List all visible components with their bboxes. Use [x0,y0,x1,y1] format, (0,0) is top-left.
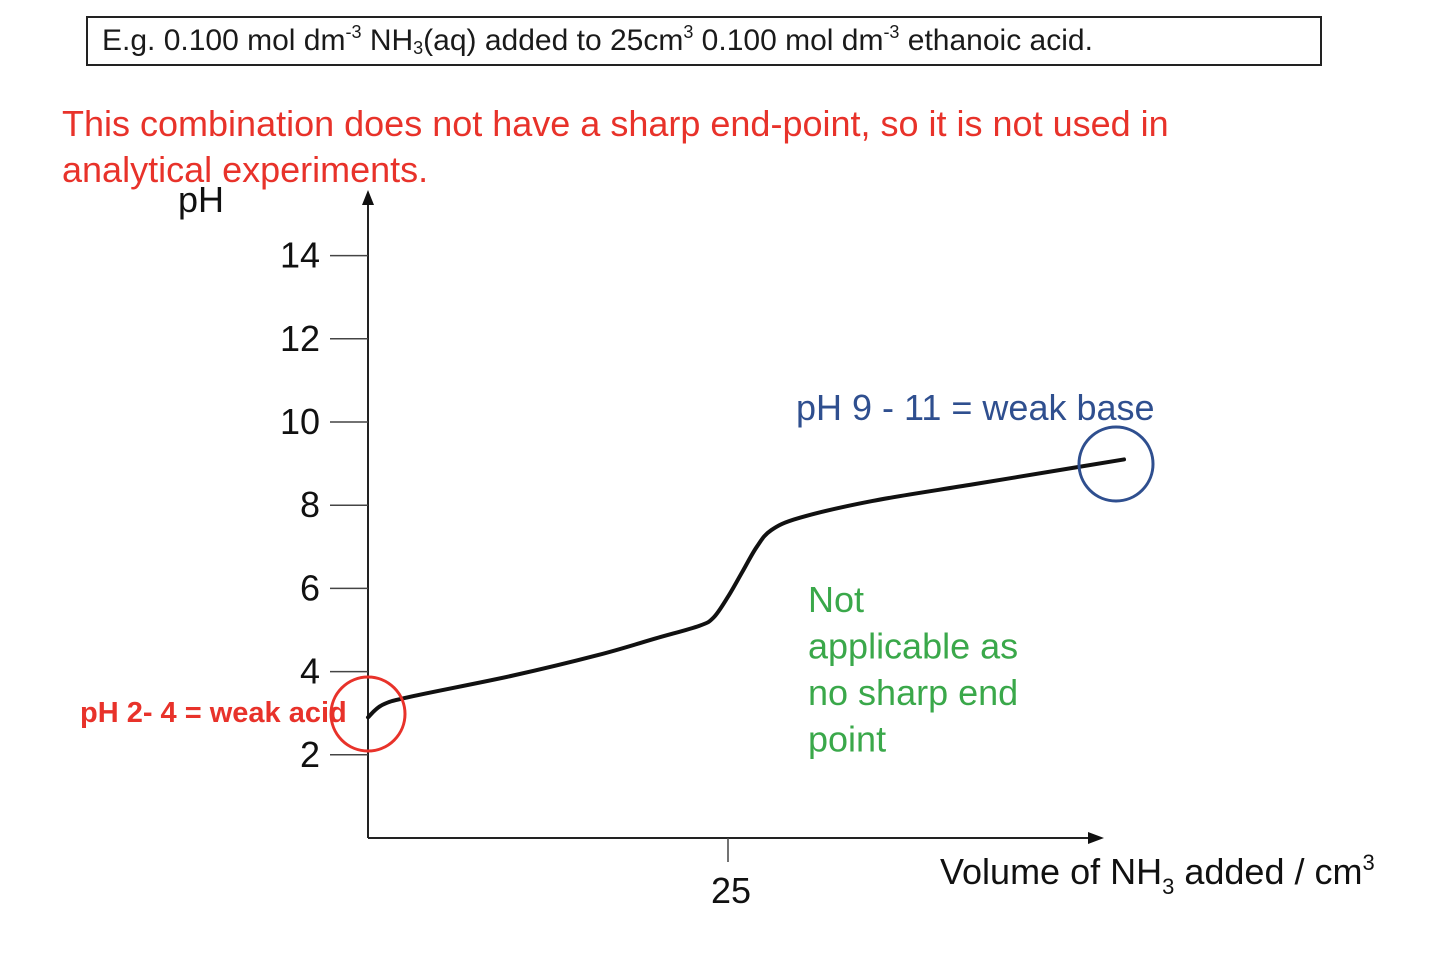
not-applicable-note-line: applicable as [808,626,1018,667]
weak-base-circle [1077,425,1155,503]
y-tick-label: 4 [300,651,320,692]
example-text: E.g. 0.100 mol dm [102,24,346,57]
not-applicable-note-line: Not [808,579,864,620]
y-tick-label: 10 [280,401,320,442]
not-applicable-note-line: point [808,719,886,760]
y-tick-label: 8 [300,484,320,525]
example-description-box: E.g. 0.100 mol dm-3 NH3(aq) added to 25c… [86,16,1322,66]
y-axis-label: pH [178,179,224,220]
example-text: (aq) added to 25cm [423,24,684,57]
x-tick-label: 25 [711,870,751,911]
example-text: ethanoic acid. [899,24,1093,57]
example-superscript: 3 [683,22,694,42]
example-superscript: -3 [345,22,362,42]
note-text: This combination does not have a sharp e… [62,103,1169,190]
not-applicable-note-line: no sharp end [808,672,1018,713]
y-tick-label: 12 [280,318,320,359]
y-tick-label: 14 [280,235,320,276]
y-tick-label: 6 [300,567,320,608]
y-tick-label: 2 [300,734,320,775]
x-axis-arrow [1088,832,1104,844]
weak-acid-circle [329,675,407,753]
example-subscript: 3 [413,38,424,58]
example-superscript: -3 [883,22,900,42]
x-axis-label: Volume of NH3 added / cm3 [940,850,1375,899]
ph-curve [366,457,1126,720]
example-text: 0.100 mol dm [693,24,884,57]
example-text: NH [361,24,414,57]
weak-base-label: pH 9 - 11 = weak base [796,387,1155,428]
weak-acid-label: pH 2- 4 = weak acid [80,697,347,729]
y-axis-arrow [362,190,374,205]
